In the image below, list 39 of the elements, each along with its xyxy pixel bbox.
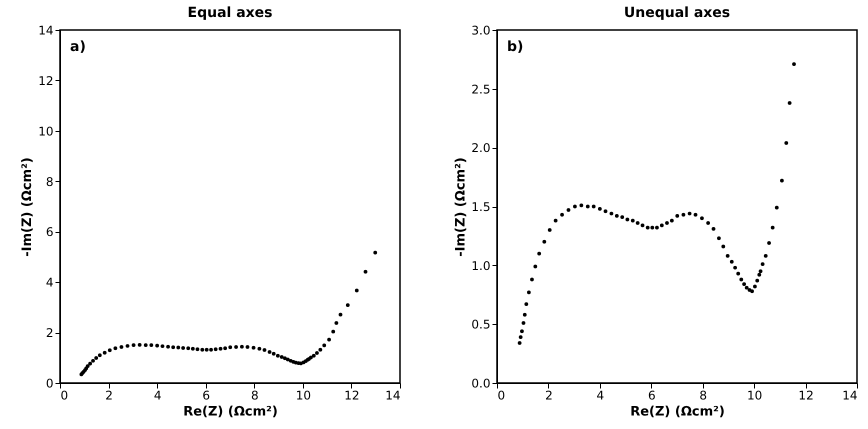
x-tick-label: 6 <box>648 388 656 402</box>
x-tick-label: 10 <box>747 388 762 402</box>
x-tick-label: 14 <box>842 388 858 402</box>
x-tick-label: 4 <box>596 388 604 402</box>
y-tick-label: 1.5 <box>471 200 490 214</box>
y-tick-label: 10 <box>38 124 54 138</box>
y-tick-label: 14 <box>38 24 54 38</box>
x-axis-title: Re(Z) (Ωcm²) <box>183 404 278 420</box>
y-tick-label: 2.5 <box>471 82 490 96</box>
x-tick-label: 2 <box>545 388 553 402</box>
x-tick-label: 8 <box>250 388 259 402</box>
x-tick-label: 6 <box>202 388 210 402</box>
x-tick-label: 4 <box>154 388 162 402</box>
y-tick-label: 2 <box>46 326 54 340</box>
y-tick-label: 2.0 <box>471 141 490 156</box>
x-tick-label: 0 <box>60 388 68 402</box>
y-tick-label: 4 <box>46 276 54 290</box>
chart-title: Equal axes <box>188 5 272 21</box>
x-tick-label: 2 <box>105 388 113 402</box>
y-axis-title: -Im(Z) (Ωcm²) <box>20 157 36 257</box>
x-axis-title: Re(Z) (Ωcm²) <box>630 404 725 420</box>
y-tick-label: 1.0 <box>471 258 490 273</box>
y-tick-label: 8 <box>46 174 54 189</box>
x-tick-label: 12 <box>798 388 814 402</box>
y-tick-label: 6 <box>46 225 54 240</box>
chart-title: Unequal axes <box>624 5 730 21</box>
y-tick-label: 12 <box>38 74 54 88</box>
x-tick-label: 14 <box>385 388 400 402</box>
x-tick-label: 12 <box>344 388 360 402</box>
y-tick-label: 3.0 <box>471 24 490 38</box>
y-axis-title: -Im(Z) (Ωcm²) <box>453 157 468 257</box>
x-tick-label: 10 <box>296 388 311 402</box>
annotation: a) <box>70 39 86 55</box>
annotation: b) <box>507 39 524 55</box>
y-tick-label: 0.0 <box>471 376 490 390</box>
y-tick-label: 0 <box>46 376 54 390</box>
x-tick-label: 0 <box>498 388 506 402</box>
y-tick-label: 0.5 <box>471 318 490 332</box>
x-tick-label: 8 <box>699 388 708 402</box>
